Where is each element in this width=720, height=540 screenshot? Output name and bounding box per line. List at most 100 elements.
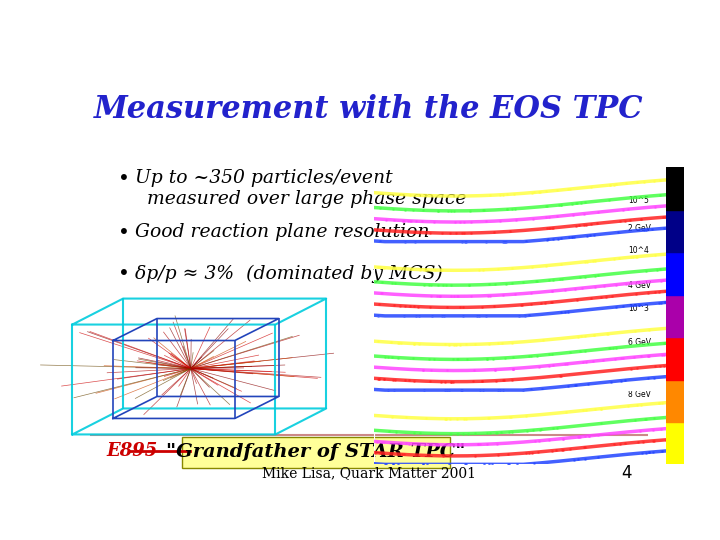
Point xyxy=(582,231,593,240)
Point xyxy=(501,190,513,199)
Point xyxy=(670,397,681,406)
Point xyxy=(374,189,386,198)
Point xyxy=(575,332,587,341)
Point xyxy=(489,280,500,288)
Point xyxy=(504,227,516,236)
Point xyxy=(491,440,503,448)
Bar xyxy=(374,390,677,464)
Point xyxy=(461,414,472,423)
Point xyxy=(408,428,420,437)
Point xyxy=(582,380,594,388)
Point xyxy=(526,188,538,197)
Point xyxy=(593,453,604,462)
Point xyxy=(405,217,416,225)
Point xyxy=(547,235,559,244)
Point xyxy=(471,312,482,320)
Point xyxy=(503,428,515,436)
Point xyxy=(451,415,462,423)
Point xyxy=(460,340,472,349)
Point xyxy=(541,187,552,195)
Point xyxy=(511,460,523,469)
Point xyxy=(463,281,474,289)
Point xyxy=(505,413,517,421)
Point xyxy=(595,404,606,413)
Point xyxy=(384,338,396,347)
Point xyxy=(454,218,466,226)
Point xyxy=(622,205,634,213)
Point xyxy=(439,377,451,386)
Point xyxy=(377,289,388,298)
Point xyxy=(379,375,390,383)
Point xyxy=(408,302,420,311)
Point xyxy=(392,353,403,362)
Point xyxy=(507,364,518,373)
Point xyxy=(534,425,546,434)
Point xyxy=(399,237,410,246)
Point xyxy=(443,340,454,349)
Point xyxy=(507,338,518,347)
Point xyxy=(451,429,462,438)
Point xyxy=(642,374,654,382)
Point xyxy=(410,217,422,226)
Point xyxy=(387,460,398,469)
Point xyxy=(476,302,487,311)
Point xyxy=(611,343,622,352)
Point xyxy=(578,210,590,218)
Point xyxy=(649,362,661,370)
Point xyxy=(536,299,547,307)
Point xyxy=(613,254,624,262)
Point xyxy=(483,460,495,469)
Point xyxy=(542,235,554,244)
Point xyxy=(454,441,466,449)
Point xyxy=(658,339,670,348)
Point xyxy=(405,217,416,225)
Point xyxy=(436,377,447,386)
Point xyxy=(615,217,626,225)
Point xyxy=(508,190,520,198)
Point xyxy=(555,200,567,209)
Point xyxy=(417,460,428,469)
Point xyxy=(543,361,554,370)
Point xyxy=(543,213,554,221)
Point xyxy=(450,229,462,238)
Point xyxy=(531,277,542,286)
Point xyxy=(397,216,408,225)
Point xyxy=(544,350,555,359)
Point xyxy=(653,299,665,307)
Point xyxy=(668,372,680,380)
Point xyxy=(627,253,639,261)
Point xyxy=(657,276,668,285)
Point xyxy=(523,311,535,320)
Point xyxy=(400,413,412,422)
Point xyxy=(398,216,410,225)
Point xyxy=(441,303,453,312)
Point xyxy=(635,215,647,224)
Point xyxy=(657,447,668,456)
Point xyxy=(660,298,671,307)
Point xyxy=(481,354,492,363)
Point xyxy=(577,358,589,367)
Point xyxy=(535,187,546,196)
Point xyxy=(656,299,667,307)
FancyBboxPatch shape xyxy=(182,437,450,468)
Point xyxy=(438,281,449,289)
Point xyxy=(573,433,585,441)
Point xyxy=(633,278,644,287)
Point xyxy=(418,206,429,214)
Point xyxy=(585,220,597,228)
Point xyxy=(649,177,660,185)
Point xyxy=(539,299,551,307)
Point xyxy=(655,276,667,285)
Point xyxy=(653,287,665,296)
Point xyxy=(444,429,455,438)
Point xyxy=(657,213,668,221)
Point xyxy=(567,211,579,219)
Text: 8 GeV: 8 GeV xyxy=(629,390,652,400)
Point xyxy=(483,414,495,422)
Point xyxy=(632,438,644,447)
Point xyxy=(527,214,539,223)
Point xyxy=(528,459,540,468)
Point xyxy=(556,371,567,380)
Point xyxy=(564,185,575,193)
Bar xyxy=(666,210,684,252)
